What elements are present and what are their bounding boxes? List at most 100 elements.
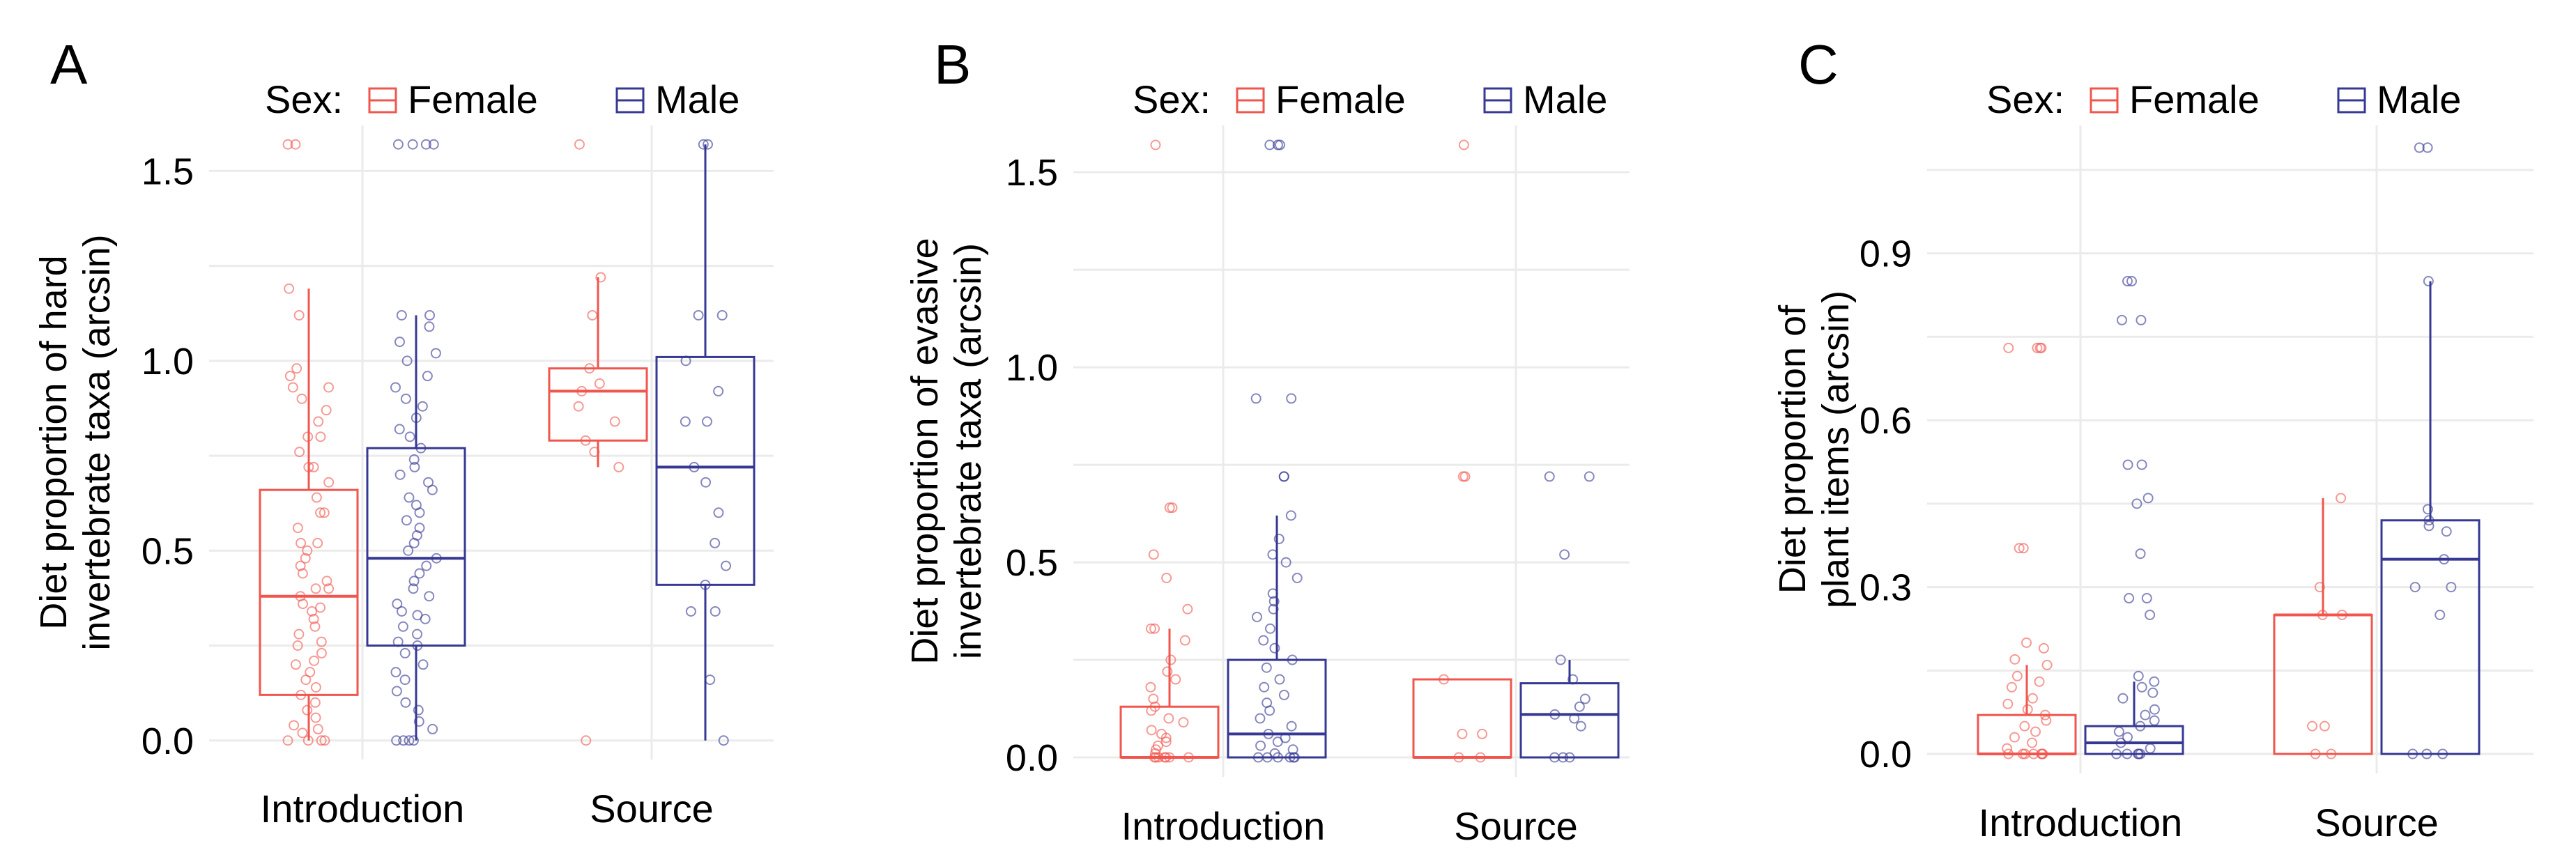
data-point	[1549, 709, 1561, 720]
data-point	[1584, 471, 1595, 482]
box-iqr	[1227, 658, 1327, 759]
data-point	[390, 382, 401, 393]
data-point	[685, 605, 696, 617]
box-iqr	[2273, 613, 2373, 755]
y-tick-label: 0.5	[1006, 542, 1058, 584]
box-iqr	[655, 355, 756, 586]
data-point	[396, 605, 407, 617]
y-tick-label: 0.0	[1006, 737, 1058, 779]
data-point	[310, 583, 321, 594]
data-point	[1286, 720, 1297, 732]
data-point	[2446, 582, 2457, 593]
data-point	[408, 537, 420, 548]
data-point	[1267, 549, 1278, 560]
data-point	[1264, 705, 1275, 716]
data-point	[1261, 662, 1272, 673]
data-point	[1264, 623, 1275, 634]
data-point	[689, 461, 700, 472]
data-point	[2041, 659, 2053, 670]
data-point	[2421, 748, 2432, 759]
data-point	[2036, 342, 2047, 353]
data-point	[313, 416, 324, 427]
legend-entry-male: Male	[2377, 77, 2461, 121]
data-point	[1285, 510, 1296, 521]
box-introduction-male	[366, 139, 466, 746]
box-introduction-male	[2084, 276, 2184, 759]
data-point	[391, 686, 402, 697]
data-point	[400, 393, 411, 404]
data-point	[2310, 748, 2321, 759]
data-point	[296, 689, 307, 700]
data-point	[424, 591, 435, 602]
data-point	[2022, 704, 2033, 715]
data-point	[1264, 139, 1275, 151]
data-point	[430, 348, 441, 359]
data-point	[1149, 752, 1160, 763]
data-point	[321, 576, 332, 587]
data-point	[2117, 693, 2129, 704]
data-point	[1475, 752, 1486, 763]
data-point	[1167, 502, 1178, 514]
data-point	[1564, 752, 1575, 763]
data-point	[1267, 588, 1278, 599]
data-point	[401, 355, 413, 367]
data-point	[581, 735, 592, 746]
data-point	[574, 139, 585, 150]
data-point	[296, 393, 307, 404]
data-point	[398, 735, 409, 746]
data-point	[2019, 720, 2030, 732]
data-point	[411, 412, 422, 424]
data-point	[680, 355, 691, 367]
data-point	[2122, 459, 2133, 470]
data-point	[2039, 709, 2050, 720]
data-point	[401, 515, 412, 526]
data-point	[300, 674, 312, 686]
data-point	[390, 667, 401, 678]
data-point	[2122, 732, 2133, 743]
data-point	[391, 735, 402, 746]
legend: Sex: Female Male	[1133, 77, 1607, 121]
data-point	[1258, 635, 1269, 646]
data-point	[310, 712, 321, 723]
data-point	[404, 431, 415, 442]
x-tick-label: Source	[1454, 804, 1577, 848]
data-point	[716, 309, 728, 321]
data-point	[290, 139, 301, 150]
data-point	[300, 553, 311, 564]
x-tick-label: Source	[590, 787, 713, 831]
data-point	[609, 416, 620, 427]
data-point	[282, 139, 293, 150]
data-point	[2307, 720, 2318, 732]
legend-title: Sex:	[1986, 77, 2064, 121]
data-point	[396, 309, 407, 321]
data-point	[2437, 748, 2448, 759]
data-point	[293, 309, 305, 321]
data-point	[2034, 676, 2045, 687]
data-point	[1251, 611, 1262, 622]
data-point	[319, 735, 330, 746]
data-point	[284, 283, 295, 294]
data-point	[282, 735, 293, 746]
data-point	[420, 139, 431, 150]
x-tick-label: Introduction	[261, 787, 465, 831]
box-source-female	[2273, 493, 2373, 759]
data-point	[1285, 752, 1296, 763]
data-point	[427, 723, 438, 734]
y-tick-label: 1.5	[1006, 152, 1058, 194]
data-point	[701, 416, 712, 427]
data-point	[1544, 471, 1555, 482]
data-point	[2441, 526, 2452, 537]
data-point	[1160, 752, 1172, 763]
box-iqr	[548, 367, 648, 442]
data-point	[1559, 549, 1570, 560]
data-point	[702, 139, 713, 150]
data-point	[2317, 609, 2328, 620]
data-point	[710, 605, 721, 617]
data-point	[414, 507, 425, 518]
data-point	[587, 309, 598, 321]
data-point	[2422, 142, 2433, 153]
box-iqr	[1412, 678, 1512, 759]
data-point	[2003, 342, 2014, 353]
data-point	[713, 385, 724, 396]
data-point	[408, 454, 420, 465]
